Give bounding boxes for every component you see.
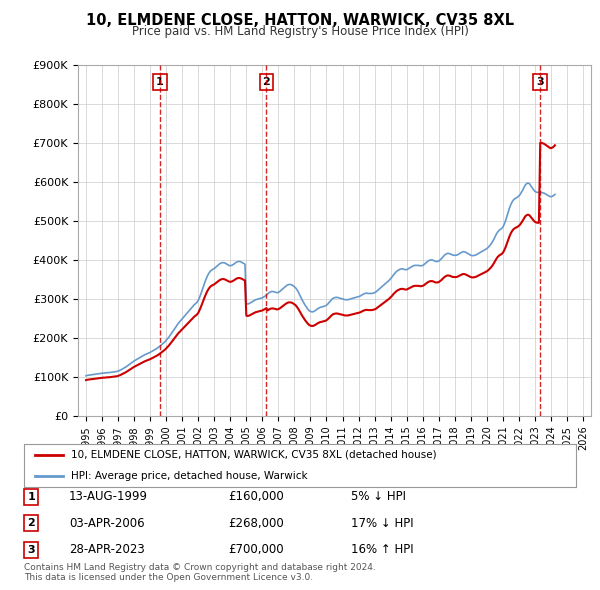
Text: 17% ↓ HPI: 17% ↓ HPI [351, 517, 413, 530]
Text: 1: 1 [156, 77, 164, 87]
Text: 3: 3 [28, 545, 35, 555]
Text: 3: 3 [536, 77, 544, 87]
Text: 13-AUG-1999: 13-AUG-1999 [69, 490, 148, 503]
Text: 10, ELMDENE CLOSE, HATTON, WARWICK, CV35 8XL (detached house): 10, ELMDENE CLOSE, HATTON, WARWICK, CV35… [71, 450, 437, 460]
Text: 28-APR-2023: 28-APR-2023 [69, 543, 145, 556]
Text: £268,000: £268,000 [228, 517, 284, 530]
Text: 10, ELMDENE CLOSE, HATTON, WARWICK, CV35 8XL: 10, ELMDENE CLOSE, HATTON, WARWICK, CV35… [86, 13, 514, 28]
Text: 2: 2 [28, 519, 35, 528]
Text: £700,000: £700,000 [228, 543, 284, 556]
Text: 03-APR-2006: 03-APR-2006 [69, 517, 145, 530]
Text: Contains HM Land Registry data © Crown copyright and database right 2024.
This d: Contains HM Land Registry data © Crown c… [24, 563, 376, 582]
Text: £160,000: £160,000 [228, 490, 284, 503]
Text: 16% ↑ HPI: 16% ↑ HPI [351, 543, 413, 556]
Text: HPI: Average price, detached house, Warwick: HPI: Average price, detached house, Warw… [71, 471, 308, 481]
Text: 2: 2 [263, 77, 270, 87]
Text: Price paid vs. HM Land Registry's House Price Index (HPI): Price paid vs. HM Land Registry's House … [131, 25, 469, 38]
Text: 1: 1 [28, 492, 35, 502]
Text: 5% ↓ HPI: 5% ↓ HPI [351, 490, 406, 503]
